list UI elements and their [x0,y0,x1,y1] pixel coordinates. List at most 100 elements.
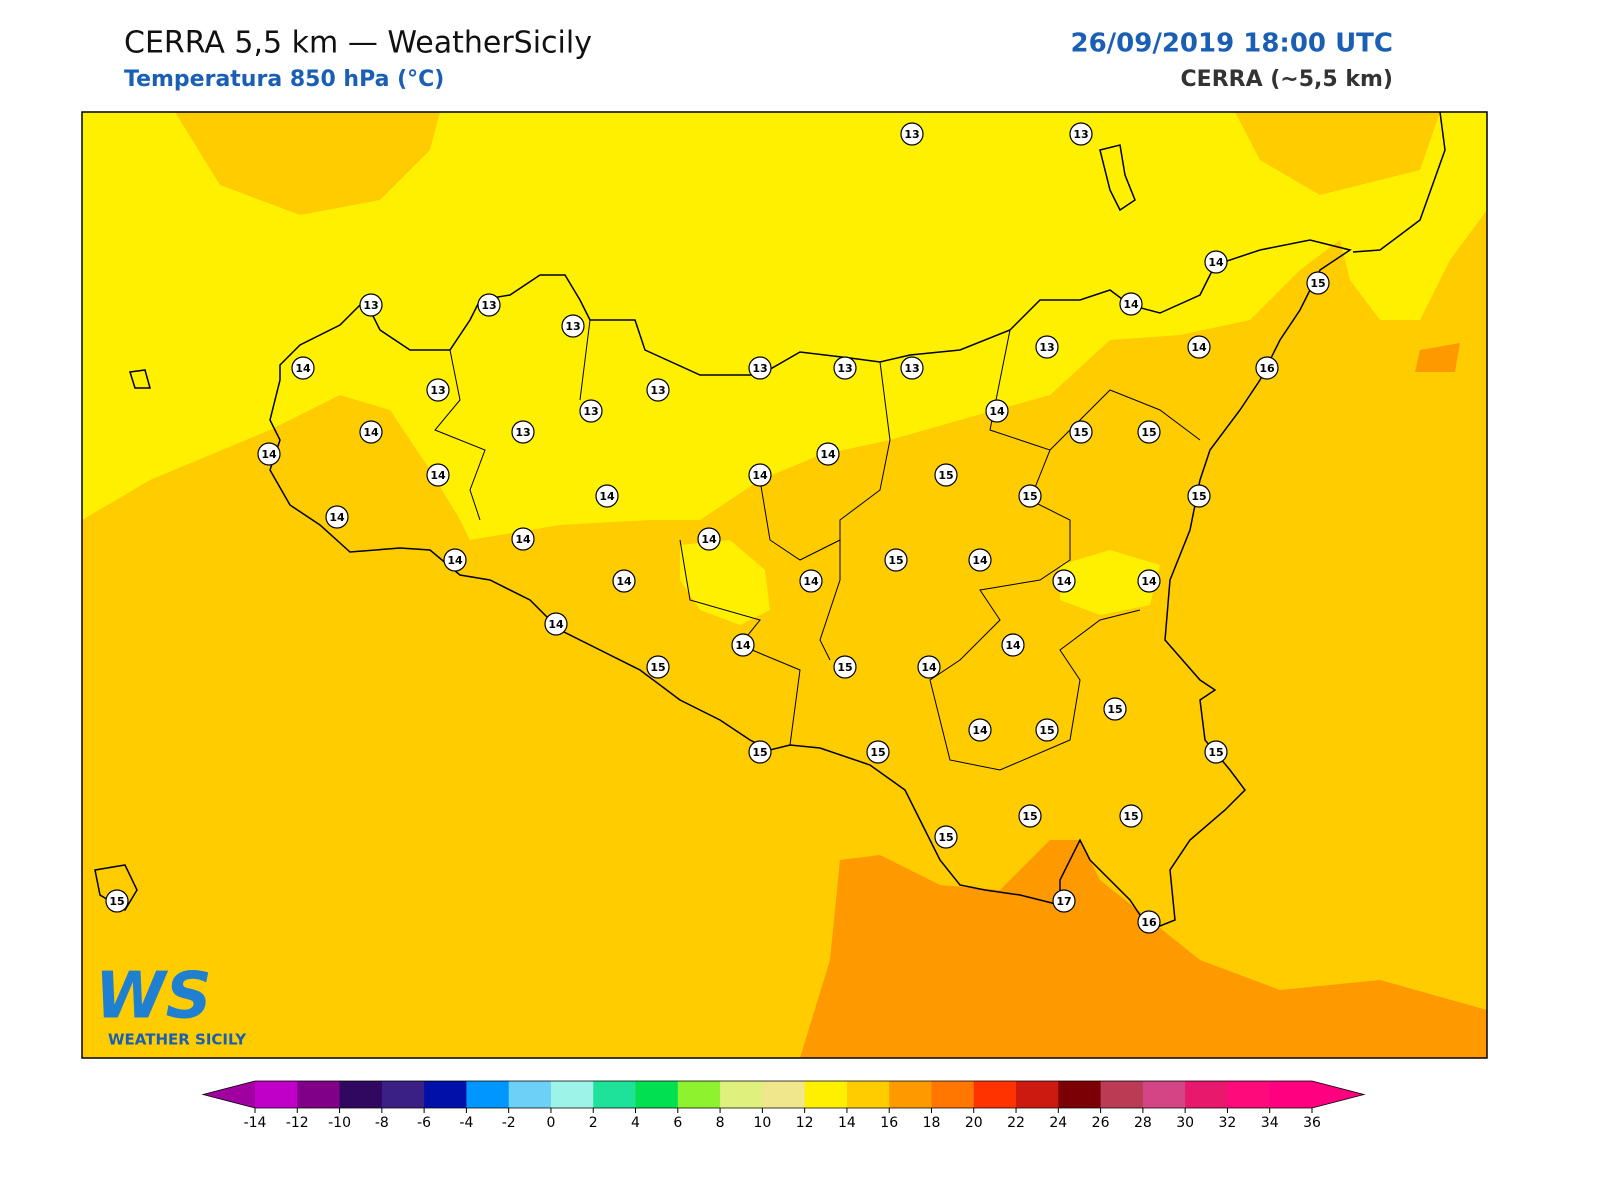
colorbar-tick-label: 34 [1261,1115,1279,1131]
station-value: 14 [989,405,1005,418]
station-value: 15 [1191,490,1206,503]
station-value: 13 [363,299,378,312]
station-value: 15 [109,895,124,908]
station-marker [866,740,890,764]
station-marker [1035,718,1059,742]
station-value: 14 [1208,256,1224,269]
station-marker [1119,292,1143,316]
colorbar-segment [677,1081,721,1108]
station: 14 [731,633,755,657]
station-marker [934,463,958,487]
station: 15 [1018,804,1042,828]
map-frame [81,111,1488,1059]
station: 14 [511,527,535,551]
colorbar-tick-label: 36 [1303,1115,1321,1131]
station: 13 [646,378,670,402]
colorbar-tick-label: 0 [546,1115,555,1131]
colorbar-tick-label: -2 [502,1115,516,1131]
logo-name: WEATHER SICILY [108,1031,247,1049]
station-value: 14 [1123,298,1139,311]
colorbar-tick-label: -12 [286,1115,309,1131]
station-value: 15 [1039,724,1054,737]
contour-fill [82,112,1487,540]
colorbar-segment [720,1081,763,1108]
station-marker [900,356,924,380]
colorbar-segment [1016,1081,1059,1108]
station-value: 13 [650,384,665,397]
station-marker [325,505,349,529]
colorbar-tick-label: -8 [375,1115,389,1131]
colorbar-tick-label: 14 [838,1115,856,1131]
station-marker [426,463,450,487]
station: 15 [1119,804,1143,828]
station-marker [359,293,383,317]
station-value: 16 [1259,362,1275,375]
station: 15 [105,889,129,913]
station-marker [426,378,450,402]
station-marker [799,569,823,593]
station-value: 15 [1310,277,1325,290]
station-marker [1204,250,1228,274]
station: 14 [544,612,568,636]
station-value: 14 [295,362,311,375]
coastline [94,112,1446,931]
station: 15 [1204,740,1228,764]
station-value: 15 [650,661,665,674]
station-marker [1306,271,1330,295]
station-value: 14 [363,426,379,439]
colorbar-tick-label: 16 [880,1115,898,1131]
station: 14 [1119,292,1143,316]
colorbar-segment [931,1081,975,1108]
station: 14 [257,442,281,466]
colorbar-extend [203,1081,255,1108]
station-marker [579,399,603,423]
colorbar-segment [846,1081,890,1108]
station-value: 14 [599,490,615,503]
station-marker [917,655,941,679]
colorbar-tick-label: 4 [631,1115,640,1131]
colorbar-tick-label: -14 [244,1115,267,1131]
station-value: 15 [1123,810,1138,823]
station: 14 [426,463,450,487]
colorbar-tick-label: 18 [923,1115,941,1131]
station: 16 [1255,356,1279,380]
station: 15 [1306,271,1330,295]
station-value: 13 [565,320,580,333]
colorbar-tick-label: 28 [1134,1115,1152,1131]
station-value: 15 [837,661,852,674]
station-marker [595,484,619,508]
station-marker [1018,804,1042,828]
station-value: 15 [1141,426,1156,439]
colorbar-segment [1269,1081,1313,1108]
station: 15 [1137,420,1161,444]
station: 14 [443,548,467,572]
station-marker [1119,804,1143,828]
station-value: 16 [1141,916,1157,929]
station-marker [1204,740,1228,764]
station-marker [748,463,772,487]
station-marker [731,633,755,657]
station-value: 13 [430,384,445,397]
station: 15 [646,655,670,679]
colorbar-tick-label: 8 [716,1115,725,1131]
station-value: 15 [1022,490,1037,503]
station-marker [443,548,467,572]
colorbar-segment [635,1081,679,1108]
station: 13 [426,378,450,402]
station: 13 [477,293,501,317]
colorbar-tick-label: -4 [459,1115,473,1131]
station: 13 [1069,122,1093,146]
station-marker [968,718,992,742]
station-value: 13 [481,299,496,312]
station: 15 [748,740,772,764]
colorbar-segment [1227,1081,1271,1108]
station-value: 15 [938,469,953,482]
station-value: 14 [921,661,937,674]
station-marker [1018,484,1042,508]
station-marker [1255,356,1279,380]
colorbar-tick-label: 2 [589,1115,598,1131]
station-marker [833,356,857,380]
station-value: 14 [261,448,277,461]
colorbar-segment [762,1081,806,1108]
station-marker [1069,420,1093,444]
